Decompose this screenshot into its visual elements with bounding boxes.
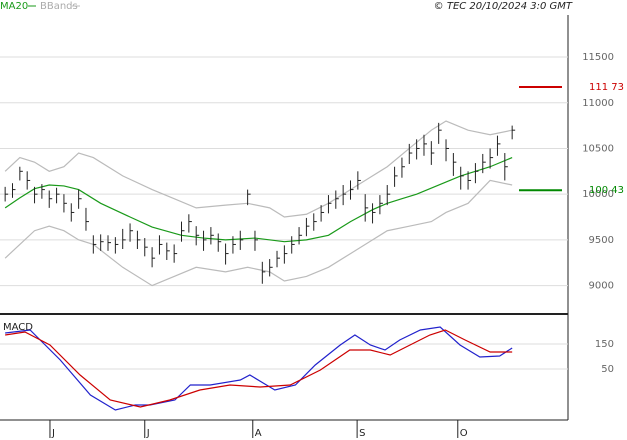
y-tick-label: 9000 [589, 281, 614, 292]
source: © TEC 20/10/2024 3:0 GMT [434, 1, 573, 12]
level-label: 111 73 [589, 82, 624, 93]
x-tick-label: J [146, 428, 150, 439]
macd-line [5, 326, 513, 411]
y-tick-label: 50 [601, 364, 614, 375]
x-tick-label: J [51, 428, 55, 439]
x-tick-label: A [255, 428, 262, 439]
y-tick-label: 9500 [589, 235, 614, 246]
x-tick-label: O [460, 428, 468, 439]
y-tick-label: 10500 [582, 143, 614, 154]
y-tick-label: 11000 [582, 98, 614, 109]
legend-bbands: BBands [40, 1, 78, 12]
legend-ma20: MA20 [0, 1, 28, 12]
ma20-line [4, 157, 513, 243]
x-tick-label: S [359, 428, 365, 439]
macd-line [5, 329, 513, 408]
bband-lower [4, 179, 513, 287]
bband-upper [4, 120, 513, 218]
y-tick-label: 10000 [582, 189, 614, 200]
level-label: 100 43 [589, 185, 624, 196]
y-tick-label: 11500 [582, 52, 614, 63]
macd-title: MACD [3, 322, 33, 333]
y-tick-label: 150 [595, 339, 614, 350]
